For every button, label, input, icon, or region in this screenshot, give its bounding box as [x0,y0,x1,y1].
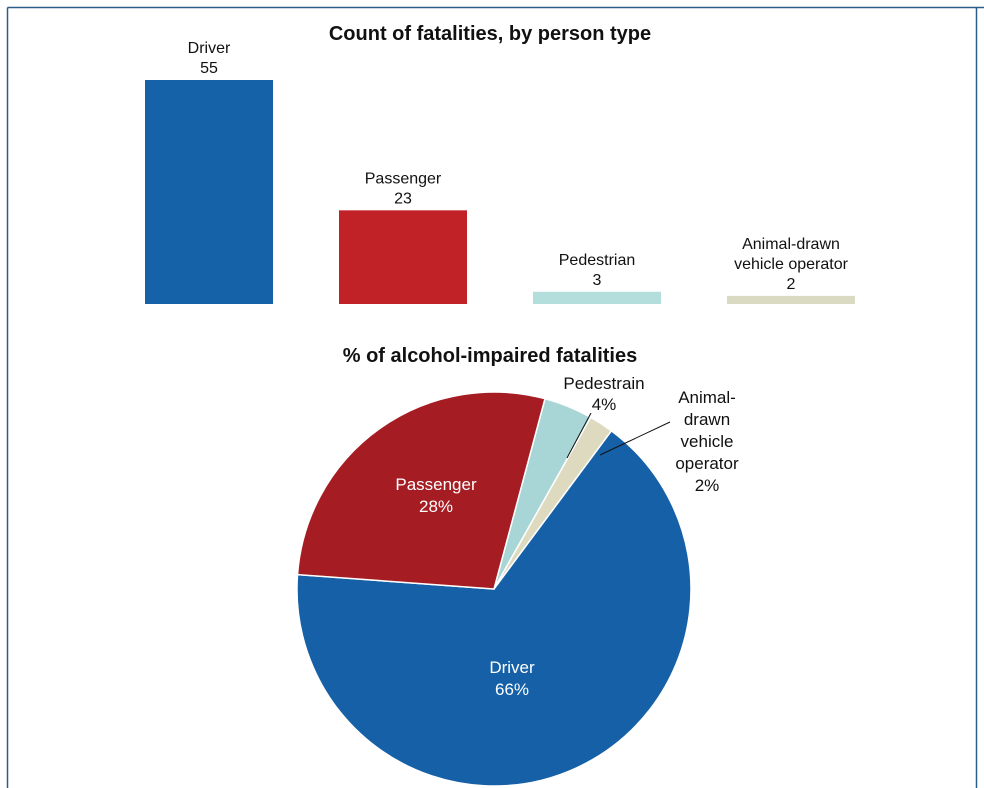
pie-chart: Driver 66% Passenger 28% Pedestrain 4% Animal-… [296,374,739,787]
bar-value-label: 23 [394,190,412,207]
bar-category-label: Animal-drawn [742,236,840,253]
bar-value-label: 55 [200,60,218,77]
pie-slice-value-label: 28% [419,497,453,516]
pie-slice-label: Animal- [678,388,736,407]
bar-chart: Driver 55 Passenger 23 Pedestrian 3 Animal-dra… [145,40,855,304]
pie-slice-value-label: 4% [592,395,617,414]
bar-category-label: Driver [188,40,231,57]
bar-passenger [339,210,467,304]
pie-slice-label: operator [675,454,739,473]
bar-category-label: Passenger [365,170,442,187]
bar-driver [145,80,273,304]
bar-category-label: vehicle operator [734,256,849,273]
bar-pedestrian [533,291,661,304]
pie-slice-label: Driver [489,658,535,677]
pie-slice-passenger [296,391,546,590]
pie-slice-driver [296,429,692,787]
pie-chart-title: % of alcohol-impaired fatalities [343,345,638,367]
bar-value-label: 3 [593,272,602,289]
bar-value-label: 2 [787,276,796,293]
pie-leader-line [599,421,671,456]
pie-slice-value-label: 66% [495,680,529,699]
pie-slice-label: drawn [684,410,730,429]
bar-animal-drawn-vehicle-operator [727,295,855,304]
pie-slice-value-label: 2% [695,476,720,495]
pie-leader-line [566,412,592,459]
pie-slice-label: Pedestrain [563,374,644,393]
bar-chart-title: Count of fatalities, by person type [329,23,651,45]
pie-slice-label: Passenger [395,475,477,494]
bar-category-label: Pedestrian [559,252,636,269]
pie-slice-label: vehicle [681,432,734,451]
